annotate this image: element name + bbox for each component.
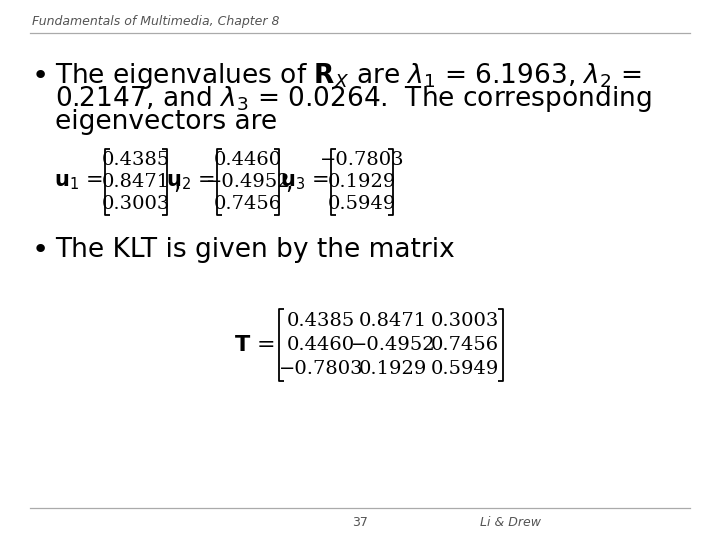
Text: 0.3003: 0.3003 bbox=[102, 195, 170, 213]
Text: 0.3003: 0.3003 bbox=[431, 312, 499, 330]
Text: −0.7803: −0.7803 bbox=[279, 360, 364, 378]
Text: Li & Drew: Li & Drew bbox=[480, 516, 541, 529]
Text: The eigenvalues of $\mathbf{R}_X$ are $\lambda_1$ = 6.1963, $\lambda_2$ =: The eigenvalues of $\mathbf{R}_X$ are $\… bbox=[55, 61, 642, 91]
Text: 0.2147, and $\lambda_3$ = 0.0264.  The corresponding: 0.2147, and $\lambda_3$ = 0.0264. The co… bbox=[55, 84, 652, 114]
Text: 0.8471: 0.8471 bbox=[359, 312, 427, 330]
Text: −0.4952: −0.4952 bbox=[351, 336, 436, 354]
Text: The KLT is given by the matrix: The KLT is given by the matrix bbox=[55, 237, 455, 263]
Text: •: • bbox=[32, 236, 49, 264]
Text: 37: 37 bbox=[352, 516, 368, 529]
Text: 0.4460: 0.4460 bbox=[214, 151, 282, 169]
Text: ,: , bbox=[285, 170, 292, 194]
Text: −0.4952: −0.4952 bbox=[206, 173, 290, 191]
Text: 0.5949: 0.5949 bbox=[328, 195, 396, 213]
Text: 0.1929: 0.1929 bbox=[328, 173, 396, 191]
Text: $\mathbf{u}_1$ =: $\mathbf{u}_1$ = bbox=[54, 172, 103, 192]
Text: $\mathbf{u}_2$ =: $\mathbf{u}_2$ = bbox=[166, 172, 215, 192]
Text: 0.5949: 0.5949 bbox=[431, 360, 499, 378]
Text: −0.7803: −0.7803 bbox=[320, 151, 405, 169]
Text: 0.1929: 0.1929 bbox=[359, 360, 427, 378]
Text: $\mathbf{u}_3$ =: $\mathbf{u}_3$ = bbox=[280, 172, 329, 192]
Text: 0.4385: 0.4385 bbox=[287, 312, 355, 330]
Text: Fundamentals of Multimedia, Chapter 8: Fundamentals of Multimedia, Chapter 8 bbox=[32, 16, 279, 29]
Text: 0.7456: 0.7456 bbox=[431, 336, 499, 354]
Text: 0.4460: 0.4460 bbox=[287, 336, 355, 354]
Text: 0.8471: 0.8471 bbox=[102, 173, 170, 191]
Text: 0.7456: 0.7456 bbox=[214, 195, 282, 213]
Text: $\mathbf{T}$ =: $\mathbf{T}$ = bbox=[235, 335, 275, 355]
Text: 0.4385: 0.4385 bbox=[102, 151, 170, 169]
Text: •: • bbox=[32, 62, 49, 90]
Text: ,: , bbox=[173, 170, 181, 194]
Text: eigenvectors are: eigenvectors are bbox=[55, 109, 277, 135]
